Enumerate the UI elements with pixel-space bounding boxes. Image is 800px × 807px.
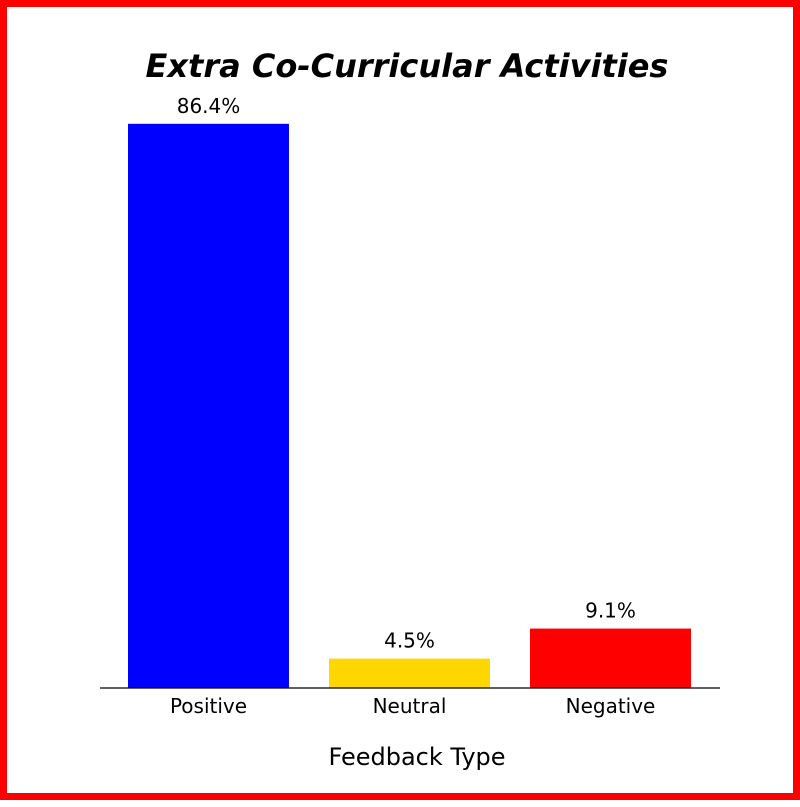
labels-layer: 86.4% Positive 4.5% Neutral 9.1% Negative (170, 94, 655, 718)
x-axis-label: Feedback Type (328, 743, 506, 771)
bar-chart: 86.4% Positive 4.5% Neutral 9.1% Negative (100, 94, 720, 718)
chart-title: Extra Co-Curricular Activities (145, 47, 669, 85)
value-label-negative: 9.1% (585, 599, 636, 623)
tick-label-neutral: Neutral (373, 694, 447, 718)
tick-label-positive: Positive (170, 694, 247, 718)
bar-negative (530, 628, 691, 688)
bars-layer (128, 123, 691, 689)
bar-positive (128, 123, 289, 689)
value-label-positive: 86.4% (177, 94, 241, 118)
tick-label-negative: Negative (566, 694, 656, 718)
bar-neutral (329, 658, 490, 688)
value-label-neutral: 4.5% (384, 629, 435, 653)
